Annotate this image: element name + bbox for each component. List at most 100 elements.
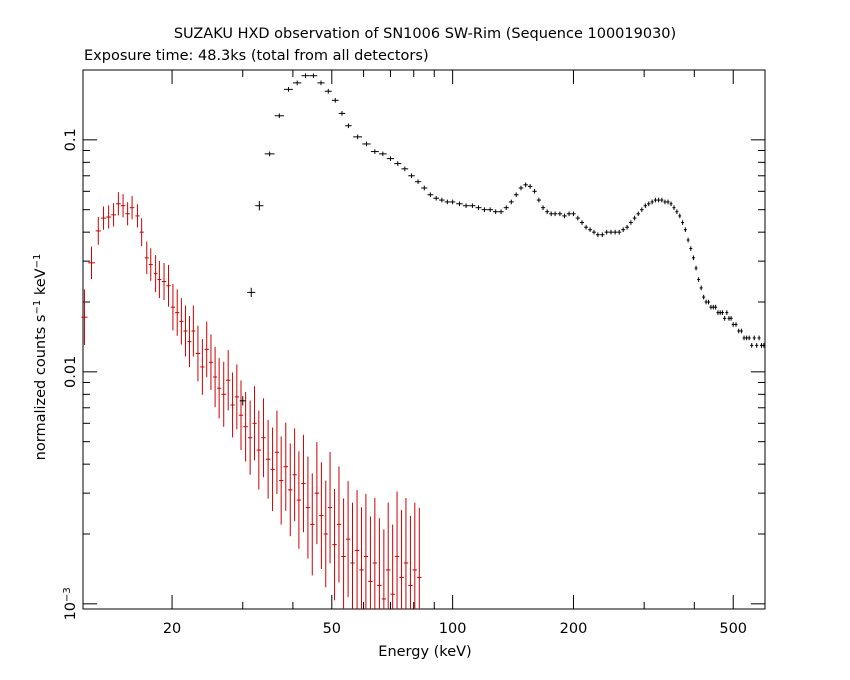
data-point: [481, 207, 488, 212]
data-point: [757, 335, 761, 341]
data-point: [256, 410, 261, 490]
data-point: [314, 442, 320, 545]
x-tick-label: 500: [719, 621, 747, 637]
data-point: [723, 316, 727, 321]
data-point: [675, 209, 679, 215]
data-layer: [81, 73, 766, 609]
data-point: [292, 428, 297, 522]
data-point: [81, 289, 88, 346]
data-point: [683, 227, 687, 232]
data-point: [562, 213, 567, 219]
data-point: [545, 209, 550, 215]
data-point: [255, 201, 264, 211]
y-axis-label-mid: keV: [33, 268, 49, 299]
data-point: [296, 451, 302, 549]
data-point: [100, 206, 107, 230]
y-tick-label: 0.01: [63, 356, 79, 388]
data-point: [116, 192, 121, 216]
data-point: [762, 343, 766, 348]
data-point: [95, 216, 101, 245]
data-point: [301, 73, 310, 79]
data-point: [663, 199, 667, 205]
data-point: [604, 229, 609, 235]
data-point: [386, 502, 391, 609]
data-point: [252, 386, 257, 461]
data-point: [170, 283, 176, 331]
data-point: [592, 229, 596, 235]
data-point: [386, 156, 395, 161]
y-axis-label: normalized counts s−1 keV−1: [32, 254, 50, 461]
data-point: [362, 141, 371, 147]
x-tick-label: 200: [560, 621, 588, 637]
data-point: [513, 192, 519, 198]
data-point: [179, 298, 184, 345]
x-axis-label: Energy (keV): [378, 644, 471, 660]
plot-frame: [82, 69, 766, 610]
series-1: [239, 73, 766, 406]
x-tick-label: 50: [323, 621, 341, 637]
data-point: [699, 285, 703, 291]
data-point: [714, 304, 718, 310]
data-point: [747, 335, 751, 341]
x-tick-label: 100: [439, 621, 467, 637]
data-point: [390, 524, 395, 609]
data-point: [161, 262, 167, 301]
data-point: [707, 299, 711, 305]
data-point: [417, 507, 422, 609]
data-point: [401, 166, 409, 172]
data-point: [183, 305, 188, 357]
y-axis-label-sup1: −1: [32, 300, 43, 315]
data-point: [336, 466, 342, 583]
data-point: [274, 410, 280, 495]
data-point: [332, 488, 337, 601]
data-point: [378, 151, 387, 157]
data-point: [752, 335, 756, 341]
data-point: [310, 473, 315, 576]
data-point: [650, 199, 654, 205]
data-point: [433, 195, 440, 201]
data-point: [449, 199, 456, 205]
data-point: [243, 391, 248, 462]
data-point: [421, 185, 428, 191]
data-point: [503, 205, 509, 211]
data-point: [327, 451, 333, 564]
series-0: [81, 192, 422, 609]
data-point: [702, 294, 706, 300]
data-point: [414, 179, 422, 185]
data-point: [557, 211, 563, 217]
data-point: [208, 334, 214, 391]
data-point: [264, 151, 275, 157]
data-point: [408, 173, 415, 179]
data-point: [697, 277, 701, 282]
data-point: [462, 203, 470, 209]
data-point: [283, 422, 289, 511]
data-point: [653, 197, 658, 203]
data-point: [694, 265, 698, 271]
data-point: [745, 335, 749, 341]
y-tick-label: 0.1: [63, 128, 79, 151]
data-point: [523, 182, 528, 188]
data-point: [666, 199, 670, 205]
data-point: [678, 213, 682, 219]
data-point: [135, 204, 140, 228]
data-point: [439, 197, 445, 203]
y-axis-label-sup2: −1: [32, 254, 43, 269]
data-point: [518, 185, 524, 191]
data-point: [553, 211, 558, 217]
data-point: [755, 343, 759, 348]
data-point: [617, 229, 622, 235]
data-point: [153, 255, 158, 293]
data-point: [213, 346, 218, 408]
data-point: [427, 192, 434, 198]
data-point: [381, 529, 387, 609]
data-point: [353, 134, 363, 140]
data-point: [148, 248, 153, 281]
data-point: [226, 350, 231, 411]
data-point: [106, 205, 112, 229]
data-point: [566, 211, 572, 217]
chart-subtitle: Exposure time: 48.3ks (total from all de…: [84, 48, 429, 64]
data-point: [588, 227, 593, 232]
data-point: [657, 197, 661, 203]
data-point: [354, 490, 360, 609]
data-point: [317, 80, 325, 86]
